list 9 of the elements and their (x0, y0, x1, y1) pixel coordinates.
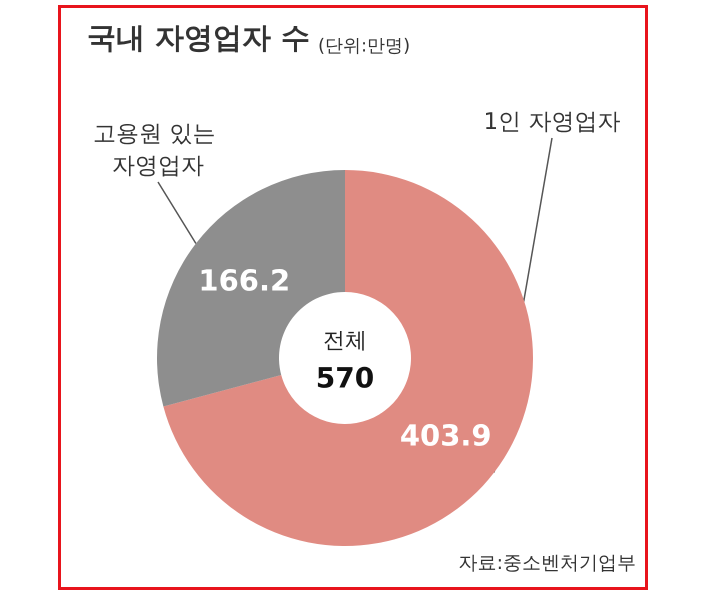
chart-title: 국내 자영업자 수 (87, 20, 310, 54)
slice-label: 1인 자영업자 (484, 109, 620, 135)
chart-subtitle: (단위:만명) (318, 36, 410, 56)
data-label: 166.2 (198, 264, 290, 298)
slice-label: 고용원 있는 자영업자 (93, 121, 223, 179)
data-label: 403.9 (400, 418, 492, 452)
text: 전체 (323, 328, 367, 354)
text: 570 (316, 362, 374, 394)
text: 자료:중소벤처기업부 (458, 552, 636, 574)
